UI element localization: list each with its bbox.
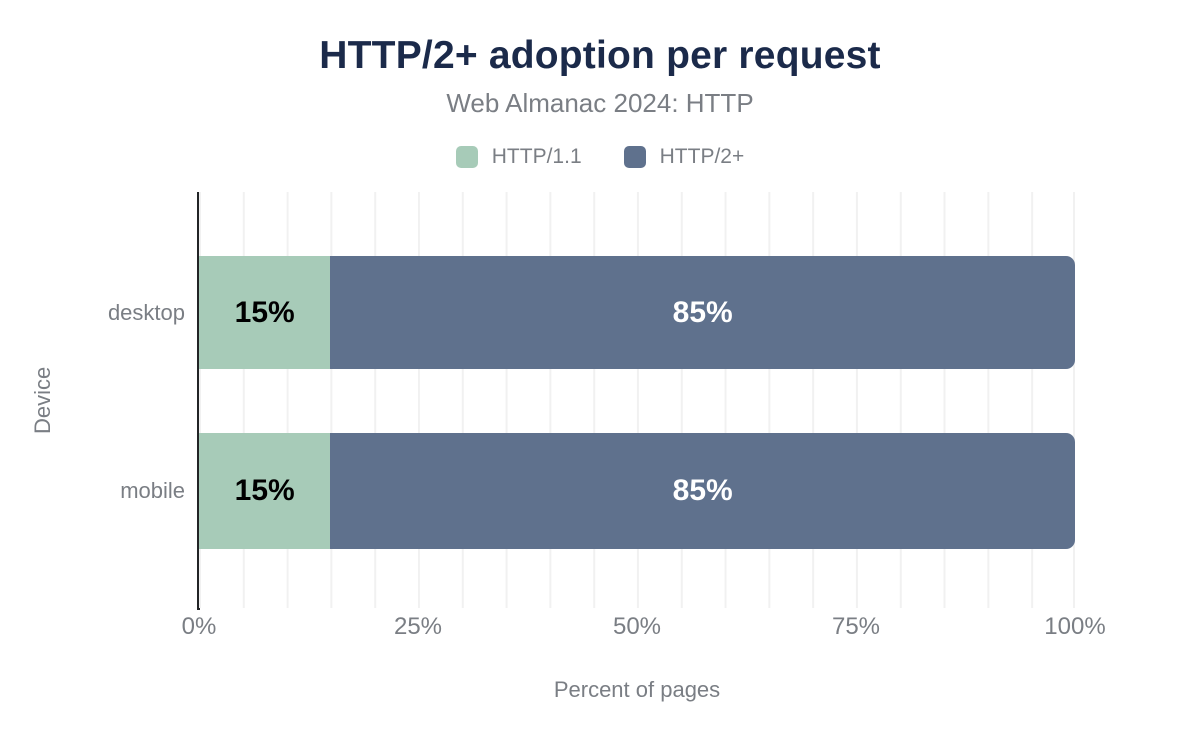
category-axis-labels: desktop mobile xyxy=(0,192,185,608)
legend-label: HTTP/2+ xyxy=(659,145,745,168)
x-tick-label-75: 75% xyxy=(831,613,881,640)
chart-subtitle: Web Almanac 2024: HTTP xyxy=(446,88,754,118)
category-label-desktop: desktop xyxy=(107,299,185,325)
bar-value-label: 85% xyxy=(672,295,733,329)
y-axis-line xyxy=(197,192,200,610)
x-tick-label-50: 50% xyxy=(612,613,662,640)
bar-value-label: 15% xyxy=(234,474,295,507)
bar-segment-mobile-http-2-: 85% xyxy=(330,433,1075,549)
x-tick-label-0: 0% xyxy=(181,613,217,640)
x-axis-title: Percent of pages xyxy=(553,677,721,702)
x-tick-label-25: 25% xyxy=(393,613,443,640)
legend: HTTP/1.1 HTTP/2+ xyxy=(0,146,1200,168)
x-axis-ticks: 0% 25% 50% 75% 100% xyxy=(182,613,1106,643)
bar-row-mobile: 15% 85% xyxy=(199,433,1075,549)
gridline-100pct xyxy=(1073,192,1075,608)
bar-segment-mobile-http-1-1: 15% xyxy=(199,433,331,549)
legend-swatch-icon xyxy=(455,146,478,168)
chart-title: HTTP/2+ adoption per request xyxy=(319,34,881,77)
y-axis-title: Device xyxy=(30,366,55,434)
legend-swatch-icon xyxy=(623,146,646,168)
category-label-mobile: mobile xyxy=(120,478,185,503)
bar-value-label: 85% xyxy=(672,474,733,507)
legend-item-1: HTTP/2+ xyxy=(623,145,745,168)
plot-area: 15% 85% 15% 85% xyxy=(199,192,1075,608)
legend-item-0: HTTP/1.1 xyxy=(455,145,582,168)
x-tick-label-100: 100% xyxy=(1044,613,1106,640)
bar-row-desktop: 15% 85% xyxy=(199,256,1075,369)
legend-label: HTTP/1.1 xyxy=(491,145,582,168)
bar-segment-desktop-http-1-1: 15% xyxy=(199,256,331,369)
bar-value-label: 15% xyxy=(234,295,295,329)
bar-segment-desktop-http-2-: 85% xyxy=(330,256,1075,369)
